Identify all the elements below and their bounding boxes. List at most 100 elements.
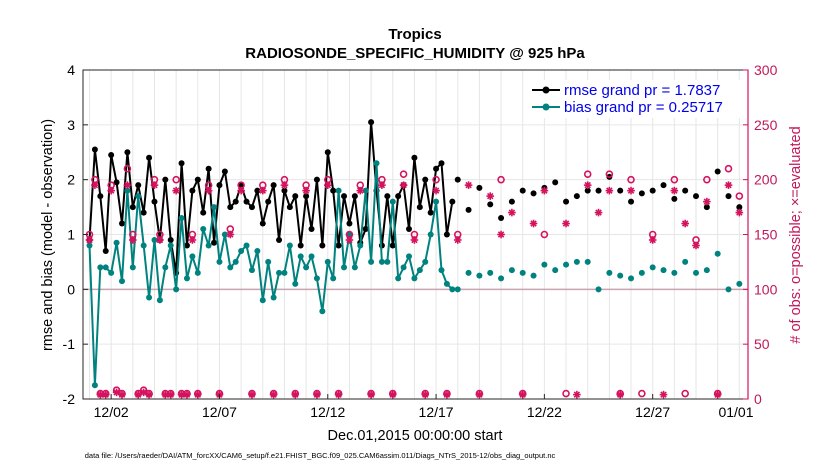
rmse-point — [108, 151, 115, 158]
obs-evaluated-point — [594, 208, 603, 217]
obs-evaluated-stroke — [400, 181, 407, 189]
x-tick-label: 01/01 — [718, 404, 753, 420]
obs-evaluated-stroke — [541, 187, 548, 194]
obs-evaluated-point — [497, 230, 505, 239]
rmse-point — [238, 182, 245, 189]
x-tick-label: 12/07 — [202, 404, 237, 420]
rmse-point — [254, 187, 261, 194]
rmse-point — [438, 160, 445, 167]
bias-point — [200, 226, 207, 233]
y-right-tick-label: 300 — [754, 62, 778, 78]
rmse-point — [91, 146, 98, 153]
rmse-point — [682, 187, 689, 194]
rmse-point — [671, 195, 678, 202]
bias-point — [465, 269, 472, 276]
rmse-point — [167, 236, 174, 243]
bias-point — [319, 308, 326, 315]
obs-possible-point — [605, 170, 614, 178]
obs-evaluated-stroke — [681, 220, 689, 227]
rmse-point — [281, 187, 288, 194]
bias-point — [265, 258, 272, 265]
y-right-tick-label: 50 — [754, 336, 770, 352]
rmse-point — [97, 193, 104, 200]
obs-evaluated-stroke — [313, 391, 321, 398]
obs-possible-point — [123, 164, 132, 173]
y-tick-label: 4 — [67, 62, 75, 78]
bias-point — [682, 258, 689, 265]
obs-evaluated-point — [627, 186, 635, 195]
obs-evaluated-stroke — [167, 391, 174, 398]
obs-evaluated-stroke — [324, 181, 331, 189]
rmse-point — [416, 204, 423, 211]
obs-evaluated-point — [432, 186, 440, 195]
obs-possible-point — [670, 175, 679, 184]
bias-point — [606, 269, 613, 276]
bias-point — [443, 280, 450, 287]
bias-point — [118, 278, 125, 285]
obs-evaluated-stroke — [248, 391, 256, 398]
obs-evaluated-stroke — [367, 391, 375, 398]
y-tick-label: 3 — [67, 117, 75, 133]
bias-point — [422, 258, 429, 265]
obs-evaluated-stroke — [454, 236, 461, 244]
bias-point — [286, 242, 293, 249]
rmse-point — [313, 176, 320, 183]
rmse-point — [389, 242, 396, 249]
obs-evaluated-stroke — [476, 391, 483, 398]
bias-point — [281, 269, 288, 276]
rmse-point — [595, 187, 602, 194]
y-tick-label: -2 — [63, 391, 76, 407]
obs-evaluated-point — [410, 236, 419, 244]
bias-point — [351, 264, 358, 271]
obs-evaluated-point — [464, 181, 473, 189]
bias-point — [519, 269, 526, 276]
rmse-point — [151, 198, 158, 205]
rmse-point — [443, 231, 450, 238]
obs-evaluated-stroke — [725, 181, 732, 189]
bias-point — [357, 242, 364, 249]
bias-point — [259, 297, 266, 304]
obs-evaluated-stroke — [145, 391, 153, 398]
obs-evaluated-stroke — [508, 209, 516, 216]
rmse-point — [628, 198, 635, 205]
rmse-point — [703, 204, 710, 211]
obs-evaluated-stroke — [432, 187, 440, 194]
obs-evaluated-stroke — [281, 181, 288, 189]
obs-evaluated-point — [91, 181, 99, 189]
rmse-point — [362, 226, 369, 233]
rmse-point — [368, 119, 375, 126]
obs-evaluated-point — [183, 390, 191, 399]
obs-evaluated-stroke — [378, 181, 386, 189]
obs-evaluated-point — [508, 208, 516, 217]
bias-point — [335, 187, 342, 194]
bias-point — [703, 267, 710, 274]
legend-rmse-label: rmse grand pr = 1.7837 — [564, 82, 720, 99]
bias-point — [628, 275, 635, 282]
obs-possible-point — [562, 389, 570, 398]
rmse-point — [519, 187, 526, 194]
bias-point — [378, 258, 385, 265]
bias-point — [595, 286, 602, 293]
rmse-point — [265, 198, 272, 205]
bias-point — [406, 253, 413, 260]
rmse-point — [498, 215, 505, 222]
bias-point — [660, 267, 667, 274]
bias-point — [232, 258, 239, 265]
rmse-line — [88, 121, 454, 274]
obs-evaluated-stroke — [660, 391, 667, 398]
bias-point — [427, 231, 434, 238]
obs-evaluated-point — [573, 390, 581, 399]
bias-point — [498, 275, 505, 282]
rmse-point — [395, 193, 402, 200]
rmse-point — [303, 193, 310, 200]
rmse-point — [200, 209, 207, 216]
y-axis-right-label: # of obs: o=possible; ×=evaluated — [788, 126, 804, 343]
obs-possible-point — [583, 170, 592, 178]
rmse-point — [124, 149, 131, 156]
obs-evaluated-point — [443, 390, 451, 399]
obs-evaluated-point — [605, 186, 614, 195]
x-tick-label: 12/02 — [94, 404, 129, 420]
obs-evaluated-point — [150, 181, 159, 189]
obs-evaluated-point — [562, 219, 570, 228]
obs-evaluated-point — [280, 181, 289, 189]
